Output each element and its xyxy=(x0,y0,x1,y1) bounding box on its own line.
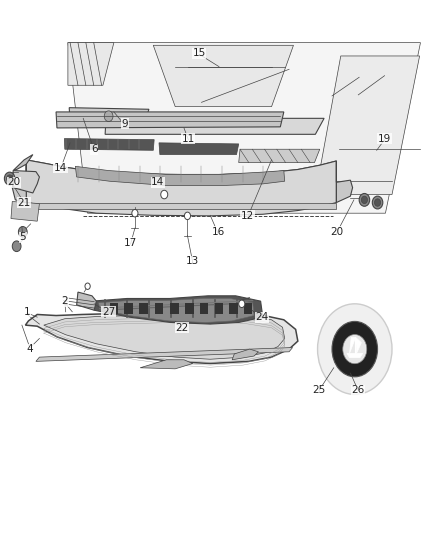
Bar xyxy=(110,303,118,314)
Polygon shape xyxy=(75,166,285,185)
Text: 15: 15 xyxy=(193,49,206,58)
Text: 14: 14 xyxy=(151,177,164,187)
Text: 14: 14 xyxy=(54,163,67,173)
Circle shape xyxy=(161,190,168,199)
Text: 21: 21 xyxy=(18,198,31,207)
Circle shape xyxy=(104,111,113,122)
Circle shape xyxy=(343,335,367,364)
Polygon shape xyxy=(26,160,336,198)
Circle shape xyxy=(372,196,383,209)
Polygon shape xyxy=(159,143,239,155)
Bar xyxy=(200,303,208,314)
Polygon shape xyxy=(347,353,363,358)
Polygon shape xyxy=(68,43,420,213)
Text: 25: 25 xyxy=(312,385,325,395)
Circle shape xyxy=(318,304,392,394)
Polygon shape xyxy=(153,45,293,107)
Polygon shape xyxy=(336,161,353,203)
Text: 20: 20 xyxy=(7,177,21,187)
Polygon shape xyxy=(64,139,154,150)
Text: 12: 12 xyxy=(241,211,254,221)
Bar xyxy=(124,303,133,314)
Text: 27: 27 xyxy=(102,307,115,317)
Text: 1: 1 xyxy=(24,307,31,317)
Circle shape xyxy=(374,199,381,206)
Polygon shape xyxy=(12,160,26,203)
Polygon shape xyxy=(92,296,263,324)
Bar xyxy=(155,303,163,314)
Polygon shape xyxy=(11,201,39,221)
Circle shape xyxy=(132,209,138,217)
Polygon shape xyxy=(77,292,96,310)
Circle shape xyxy=(361,196,367,204)
Text: 9: 9 xyxy=(121,119,128,128)
Polygon shape xyxy=(68,43,114,85)
Polygon shape xyxy=(13,155,33,171)
Circle shape xyxy=(4,172,15,185)
Circle shape xyxy=(184,212,191,220)
Polygon shape xyxy=(99,298,254,322)
Text: 5: 5 xyxy=(19,232,26,242)
Polygon shape xyxy=(69,108,149,123)
Polygon shape xyxy=(232,349,258,360)
Polygon shape xyxy=(105,118,324,134)
Bar xyxy=(244,303,252,314)
Text: 17: 17 xyxy=(124,238,137,247)
Circle shape xyxy=(7,175,13,182)
Circle shape xyxy=(12,241,21,252)
Circle shape xyxy=(85,283,90,289)
Text: 24: 24 xyxy=(255,312,268,322)
Text: 20: 20 xyxy=(330,227,343,237)
Bar xyxy=(170,303,179,314)
Circle shape xyxy=(239,300,245,308)
Text: 19: 19 xyxy=(378,134,391,143)
Polygon shape xyxy=(25,310,298,364)
Circle shape xyxy=(332,321,378,377)
Bar xyxy=(215,303,223,314)
Text: 16: 16 xyxy=(212,227,225,237)
Text: 13: 13 xyxy=(186,256,199,266)
Polygon shape xyxy=(356,337,361,353)
Bar xyxy=(139,303,148,314)
Polygon shape xyxy=(44,313,285,359)
Polygon shape xyxy=(350,337,356,353)
Text: 22: 22 xyxy=(175,323,188,333)
Polygon shape xyxy=(140,360,193,369)
Polygon shape xyxy=(315,56,420,195)
Polygon shape xyxy=(13,171,39,193)
Polygon shape xyxy=(239,149,320,163)
Bar xyxy=(229,303,238,314)
Polygon shape xyxy=(26,160,336,216)
Text: 6: 6 xyxy=(91,144,98,154)
Circle shape xyxy=(359,193,370,206)
Text: 4: 4 xyxy=(26,344,33,354)
Polygon shape xyxy=(56,112,284,128)
Bar xyxy=(185,303,194,314)
Polygon shape xyxy=(26,203,336,209)
Text: 26: 26 xyxy=(352,385,365,395)
Text: 11: 11 xyxy=(182,134,195,143)
Text: 2: 2 xyxy=(61,296,68,306)
Circle shape xyxy=(18,227,27,237)
Polygon shape xyxy=(36,348,293,361)
